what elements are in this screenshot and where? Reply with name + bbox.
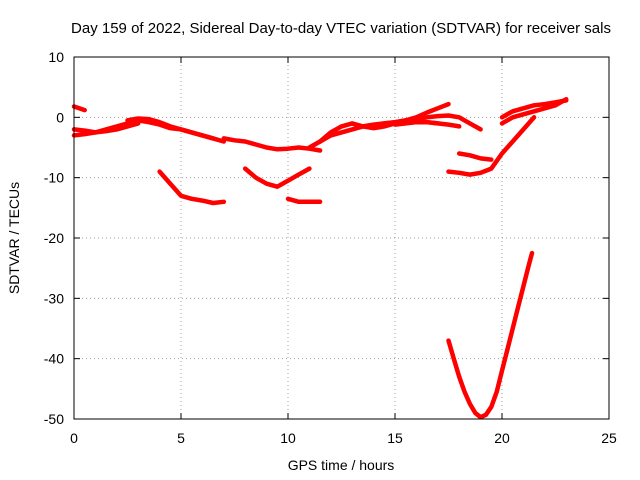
y-tick-label: 10 xyxy=(48,49,64,65)
series-layer xyxy=(71,96,569,420)
y-tick-label: -50 xyxy=(44,411,64,427)
x-tick-label: 10 xyxy=(280,430,296,446)
series-arc-7 xyxy=(242,166,312,189)
series-arc-12 xyxy=(392,119,462,129)
x-tick-label: 20 xyxy=(494,430,510,446)
x-tick-label: 25 xyxy=(601,430,617,446)
series-arc-5 xyxy=(157,169,227,206)
y-axis-label: SDTVAR / TECUs xyxy=(6,182,22,294)
series-arc-15 xyxy=(499,98,569,120)
x-tick-label: 15 xyxy=(387,430,403,446)
series-arc-6 xyxy=(221,136,323,153)
series-arc-4 xyxy=(125,116,227,144)
y-tick-label: -20 xyxy=(44,230,64,246)
series-arc-16 xyxy=(499,96,569,126)
y-tick-label: -30 xyxy=(44,290,64,306)
y-tick-label: -40 xyxy=(44,351,64,367)
x-axis-label: GPS time / hours xyxy=(288,457,395,473)
series-arc-3 xyxy=(71,121,141,138)
series-arc-2 xyxy=(71,118,216,141)
y-tick-label: -10 xyxy=(44,170,64,186)
series-arc-13 xyxy=(446,115,537,177)
series-arc-11 xyxy=(382,113,483,132)
series-arc-17 xyxy=(446,250,535,420)
x-tick-label: 0 xyxy=(70,430,78,446)
y-tick-label: 0 xyxy=(56,109,64,125)
x-tick-label: 5 xyxy=(177,430,185,446)
x-tick-labels: 0 5 10 15 20 25 xyxy=(70,430,617,446)
chart-title: Day 159 of 2022, Sidereal Day-to-day VTE… xyxy=(71,20,611,37)
ticks xyxy=(73,56,610,420)
series-arc-1 xyxy=(71,104,87,113)
series-arc-8 xyxy=(285,196,323,205)
y-tick-labels: 10 0 -10 -20 -30 -40 -50 xyxy=(44,49,64,427)
series-arc-14 xyxy=(456,151,494,162)
